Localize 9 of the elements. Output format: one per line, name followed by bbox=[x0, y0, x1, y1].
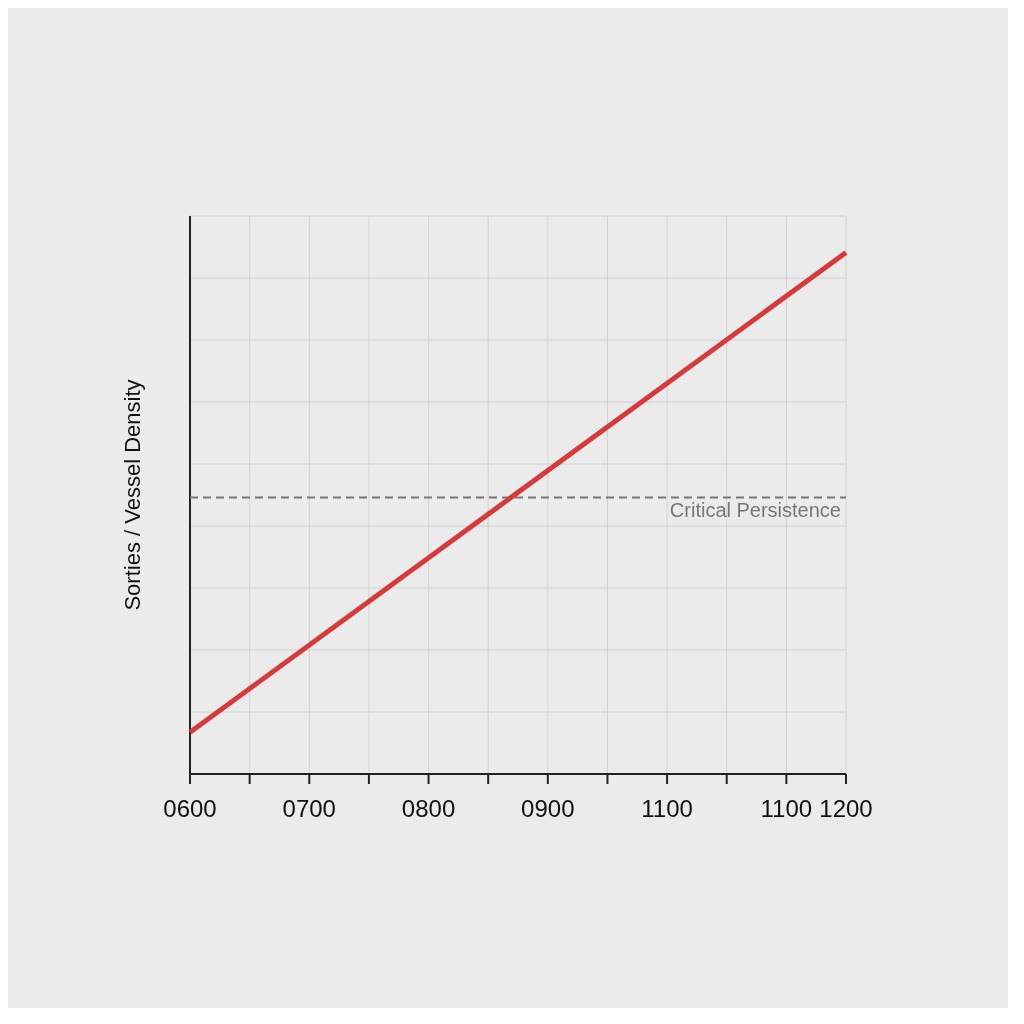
x-tick-label: 1100 bbox=[760, 795, 813, 823]
x-tick-label: 0900 bbox=[521, 795, 575, 823]
y-axis-title: Sorties / Vessel Density bbox=[120, 379, 145, 611]
x-tick-label: 1200 bbox=[819, 795, 873, 823]
x-tick-label: 0700 bbox=[282, 795, 336, 823]
ref-line-label: Critical Persistence bbox=[669, 498, 841, 521]
x-tick-label: 0800 bbox=[401, 795, 456, 823]
x-tick-label: 1100 bbox=[641, 795, 693, 823]
x-tick-label: 0600 bbox=[163, 795, 217, 823]
